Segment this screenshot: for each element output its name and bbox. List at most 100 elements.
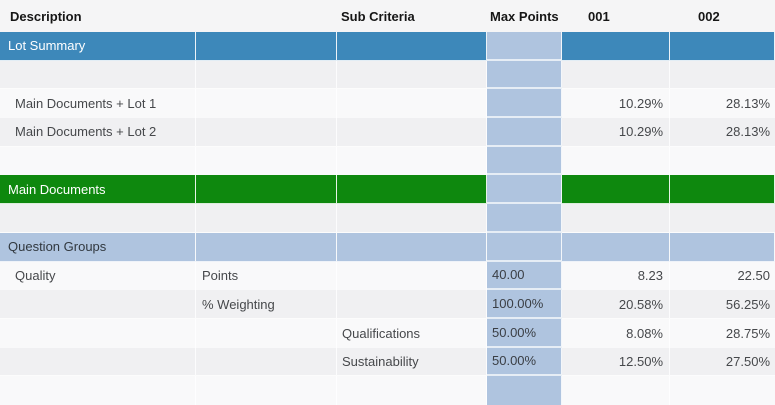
cell-sub-criteria: Sustainability [337,347,487,377]
cell-max-points [487,204,562,233]
cell-sub-criteria [337,32,487,61]
cell-description: Question Groups [0,232,196,262]
cell-description [0,290,196,319]
row-empty [0,146,775,176]
cell-description: Lot Summary [0,32,196,61]
cell-max-points: 100.00% [487,290,562,319]
cell-max-points [487,376,562,405]
row-quality-points: Quality Points 40.00 8.23 22.50 [0,261,775,291]
cell-001 [562,232,670,262]
cell-criteria [196,32,337,61]
cell-001: 20.58% [562,290,670,319]
row-question-groups[interactable]: Question Groups [0,232,775,262]
cell-description: Main Documents [0,175,196,205]
cell-max-points: 50.00% [487,318,562,348]
column-header-001: 001 [588,8,610,24]
cell-001 [562,204,670,233]
cell-001: 8.23 [562,261,670,291]
cell-sub-criteria [337,232,487,262]
cell-002: 56.25% [670,290,775,319]
cell-criteria [196,376,337,405]
cell-max-points [487,175,562,205]
row-main-documents-lot-1: Main Documents + Lot 1 10.29% 28.13% [0,89,775,119]
cell-002 [670,232,775,262]
cell-max-points [487,118,562,147]
row-lot-summary[interactable]: Lot Summary [0,32,775,61]
row-empty [0,60,775,90]
cell-001 [562,376,670,405]
cell-001: 10.29% [562,118,670,147]
cell-002: 28.75% [670,318,775,348]
cell-criteria [196,204,337,233]
cell-criteria [196,232,337,262]
cell-description [0,347,196,377]
cell-sub-criteria [337,290,487,319]
cell-description: Main Documents + Lot 1 [0,89,196,119]
cell-sub-criteria [337,89,487,119]
cell-description: Main Documents + Lot 2 [0,118,196,147]
cell-max-points [487,146,562,176]
cell-002 [670,60,775,90]
cell-002 [670,32,775,61]
row-sustainability: Sustainability 50.00% 12.50% 27.50% [0,347,775,377]
cell-criteria [196,60,337,90]
row-empty [0,376,775,405]
cell-sub-criteria [337,60,487,90]
cell-description [0,146,196,176]
column-header-sub-criteria: Sub Criteria [341,8,415,24]
cell-sub-criteria [337,146,487,176]
cell-criteria: Points [196,261,337,291]
column-header-description: Description [10,8,82,24]
cell-002: 28.13% [670,118,775,147]
cell-sub-criteria [337,204,487,233]
cell-max-points [487,32,562,61]
cell-description [0,204,196,233]
cell-sub-criteria: Qualifications [337,318,487,348]
cell-002 [670,175,775,205]
cell-criteria [196,89,337,119]
row-qualifications: Qualifications 50.00% 8.08% 28.75% [0,318,775,348]
cell-002 [670,146,775,176]
cell-001 [562,32,670,61]
row-main-documents-lot-2: Main Documents + Lot 2 10.29% 28.13% [0,118,775,147]
cell-001: 8.08% [562,318,670,348]
cell-description [0,60,196,90]
cell-criteria: % Weighting [196,290,337,319]
cell-001 [562,146,670,176]
cell-001 [562,60,670,90]
cell-sub-criteria [337,175,487,205]
row-quality-weighting: % Weighting 100.00% 20.58% 56.25% [0,290,775,319]
cell-002: 27.50% [670,347,775,377]
cell-002 [670,376,775,405]
table-body: Lot Summary Main Documents + Lot 1 10.29… [0,32,775,405]
cell-002 [670,204,775,233]
row-empty [0,204,775,233]
cell-sub-criteria [337,261,487,291]
cell-criteria [196,318,337,348]
cell-max-points: 40.00 [487,261,562,291]
table-header-row: Description Sub Criteria Max Points 001 … [0,0,775,32]
cell-sub-criteria [337,118,487,147]
column-header-criteria [196,0,337,32]
cell-002: 28.13% [670,89,775,119]
cell-max-points [487,60,562,90]
cell-001 [562,175,670,205]
cell-002: 22.50 [670,261,775,291]
column-header-max-points: Max Points [490,8,559,24]
cell-description: Quality [0,261,196,291]
cell-sub-criteria [337,376,487,405]
cell-max-points: 50.00% [487,347,562,377]
cell-max-points [487,232,562,262]
cell-description [0,376,196,405]
cell-001: 10.29% [562,89,670,119]
column-header-002: 002 [698,8,720,24]
cell-criteria [196,146,337,176]
cell-description [0,318,196,348]
row-main-documents[interactable]: Main Documents [0,175,775,205]
cell-criteria [196,118,337,147]
cell-criteria [196,175,337,205]
cell-criteria [196,347,337,377]
cell-001: 12.50% [562,347,670,377]
cell-max-points [487,89,562,119]
